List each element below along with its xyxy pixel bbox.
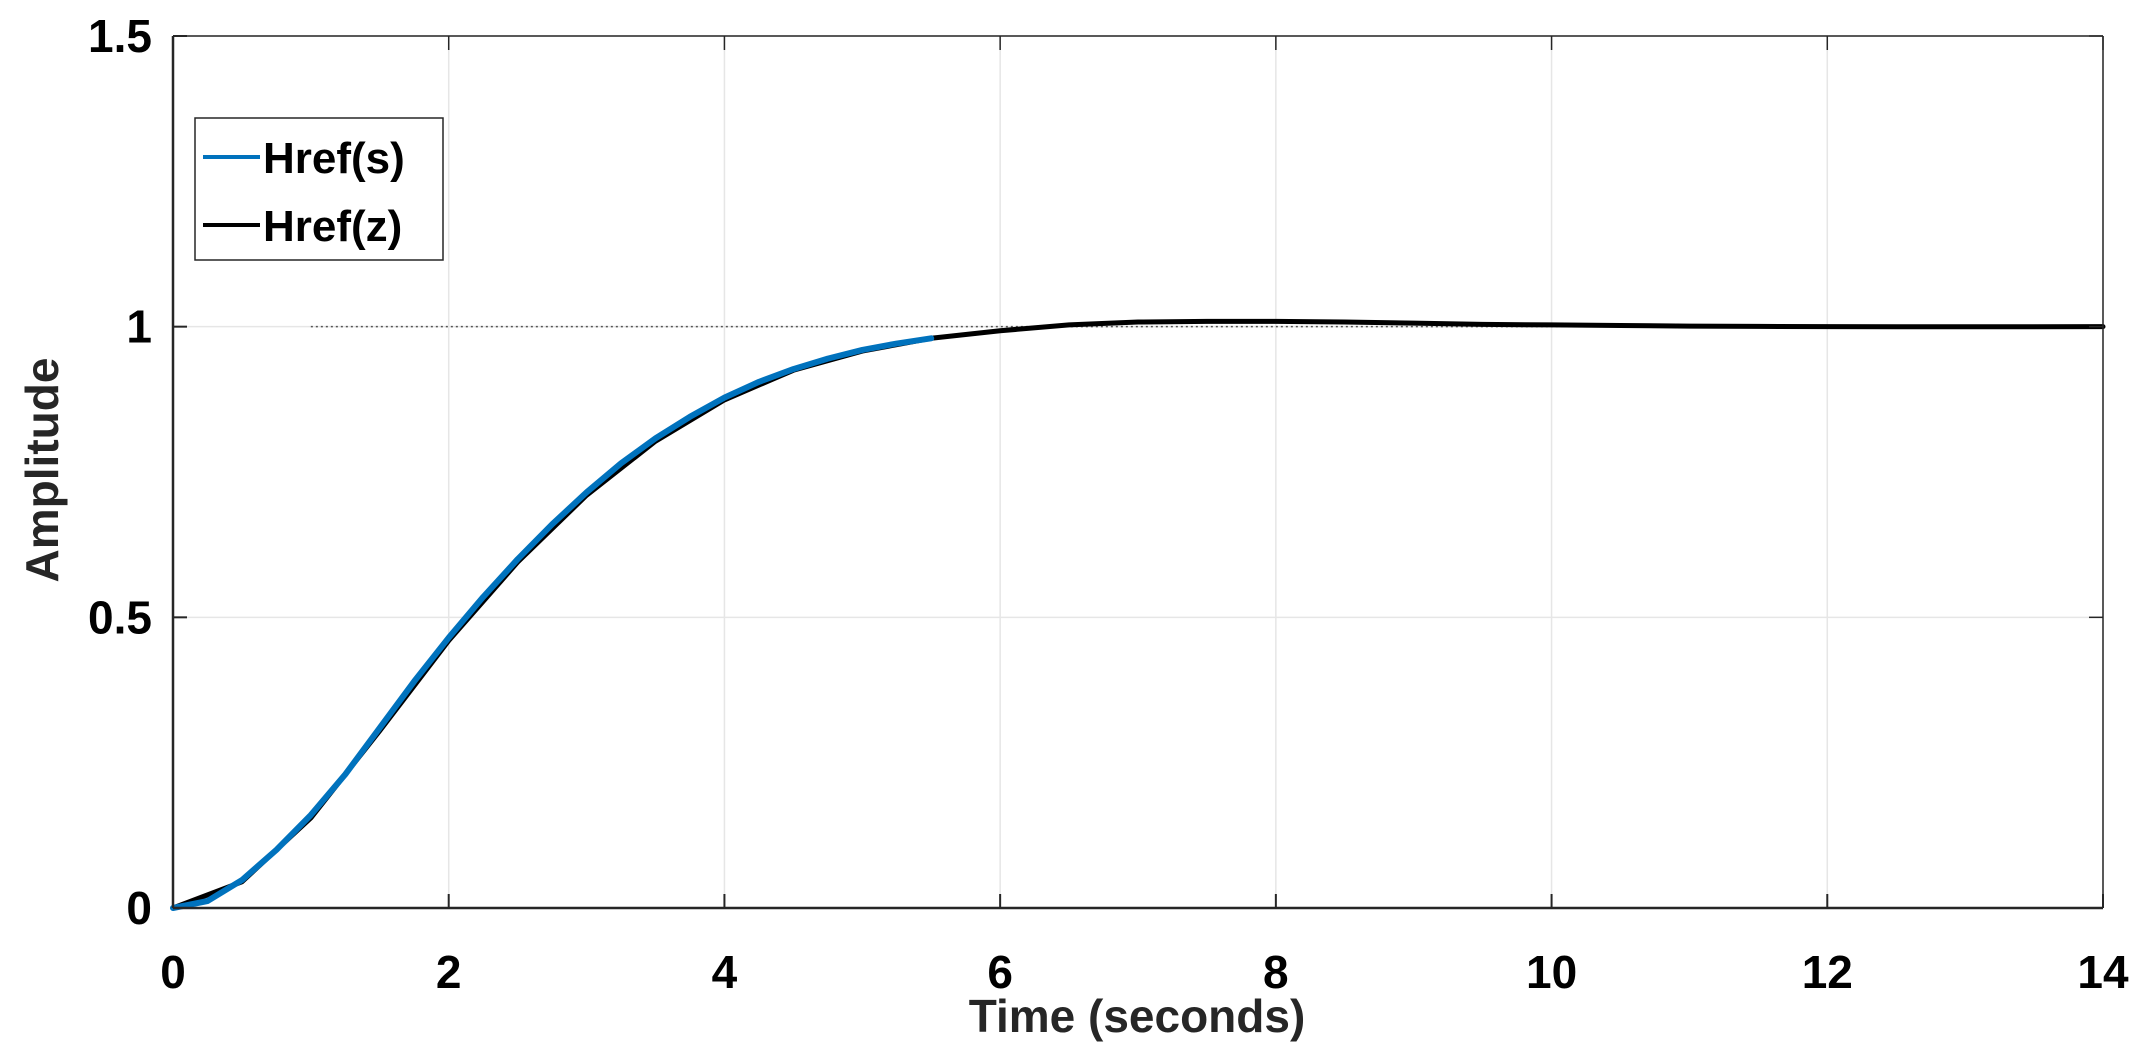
- y-tick-label: 0.5: [88, 591, 152, 643]
- y-tick-labels: 0 0.5 1 1.5: [88, 10, 152, 934]
- x-axis-label: Time (seconds): [969, 990, 1306, 1042]
- x-tick-label: 4: [712, 946, 738, 998]
- x-tick-labels: 0 2 4 6 8 10 12 14: [160, 946, 2129, 998]
- legend: Href(s) Href(z): [194, 117, 444, 261]
- x-tick-label: 10: [1526, 946, 1577, 998]
- y-tick-label: 1: [126, 301, 152, 353]
- x-tick-label: 0: [160, 946, 186, 998]
- x-tick-label: 14: [2077, 946, 2129, 998]
- series-layer: [170, 318, 2106, 911]
- y-tick-label: 1.5: [88, 10, 152, 62]
- x-tick-label: 8: [1263, 946, 1289, 998]
- x-tick-label: 12: [1802, 946, 1853, 998]
- series-line-href-s: [170, 335, 935, 911]
- y-tick-label: 0: [126, 882, 152, 934]
- x-tick-label: 2: [436, 946, 462, 998]
- y-axis-label: Amplitude: [16, 358, 68, 583]
- x-tick-label: 6: [987, 946, 1013, 998]
- legend-label-href-s: Href(s): [263, 134, 405, 183]
- axes-frame: [171, 35, 2104, 910]
- legend-box: [194, 117, 444, 261]
- grid-lines: [172, 35, 2104, 909]
- series-line-href-z: [170, 318, 2106, 911]
- legend-label-href-z: Href(z): [263, 202, 402, 251]
